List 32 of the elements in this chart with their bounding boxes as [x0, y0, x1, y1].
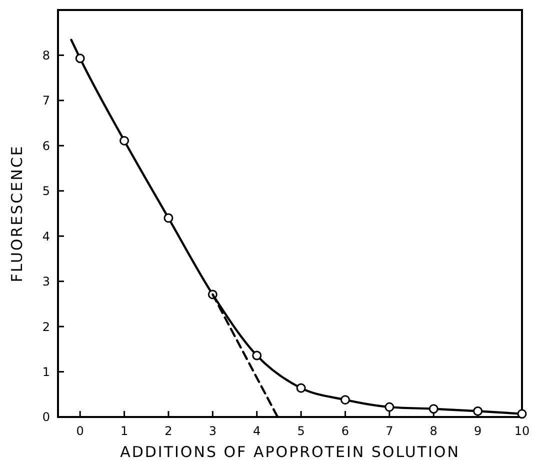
y-tick-label: 7 [42, 94, 50, 108]
point [164, 213, 174, 223]
x-tick-label: 4 [253, 424, 261, 438]
point [517, 409, 527, 419]
x-tick-label: 5 [297, 424, 305, 438]
y-tick-label: 0 [42, 410, 50, 424]
x-tick-label: 1 [120, 424, 128, 438]
y-tick-label: 1 [42, 364, 50, 379]
x-tick-label: 0 [76, 424, 84, 438]
x-tick-label: 8 [430, 424, 438, 438]
y-tick-label: 8 [42, 48, 50, 62]
x-tick-label: 3 [208, 424, 216, 438]
x-axis-title: ADDITIONS OF APOPROTEIN SOLUTION [120, 443, 460, 461]
y-tick-label: 5 [42, 184, 50, 198]
point [340, 395, 350, 405]
point [252, 350, 262, 360]
x-tick-label: 9 [474, 424, 482, 438]
y-tick-label: 4 [42, 229, 50, 244]
y-tick-label: 3 [42, 274, 50, 289]
point [120, 136, 130, 146]
y-tick-label: 6 [42, 138, 50, 153]
point [75, 54, 85, 64]
x-tick-label: 6 [341, 424, 350, 438]
point [473, 406, 483, 416]
x-tick-label: 2 [164, 424, 172, 438]
x-tick-label: 10 [514, 424, 530, 438]
y-axis-title: FLUORESCENCE [8, 144, 26, 282]
y-tick-label: 2 [42, 320, 50, 334]
point [296, 383, 306, 393]
point [428, 404, 438, 414]
x-tick-label: 7 [386, 424, 394, 438]
point [384, 402, 394, 412]
